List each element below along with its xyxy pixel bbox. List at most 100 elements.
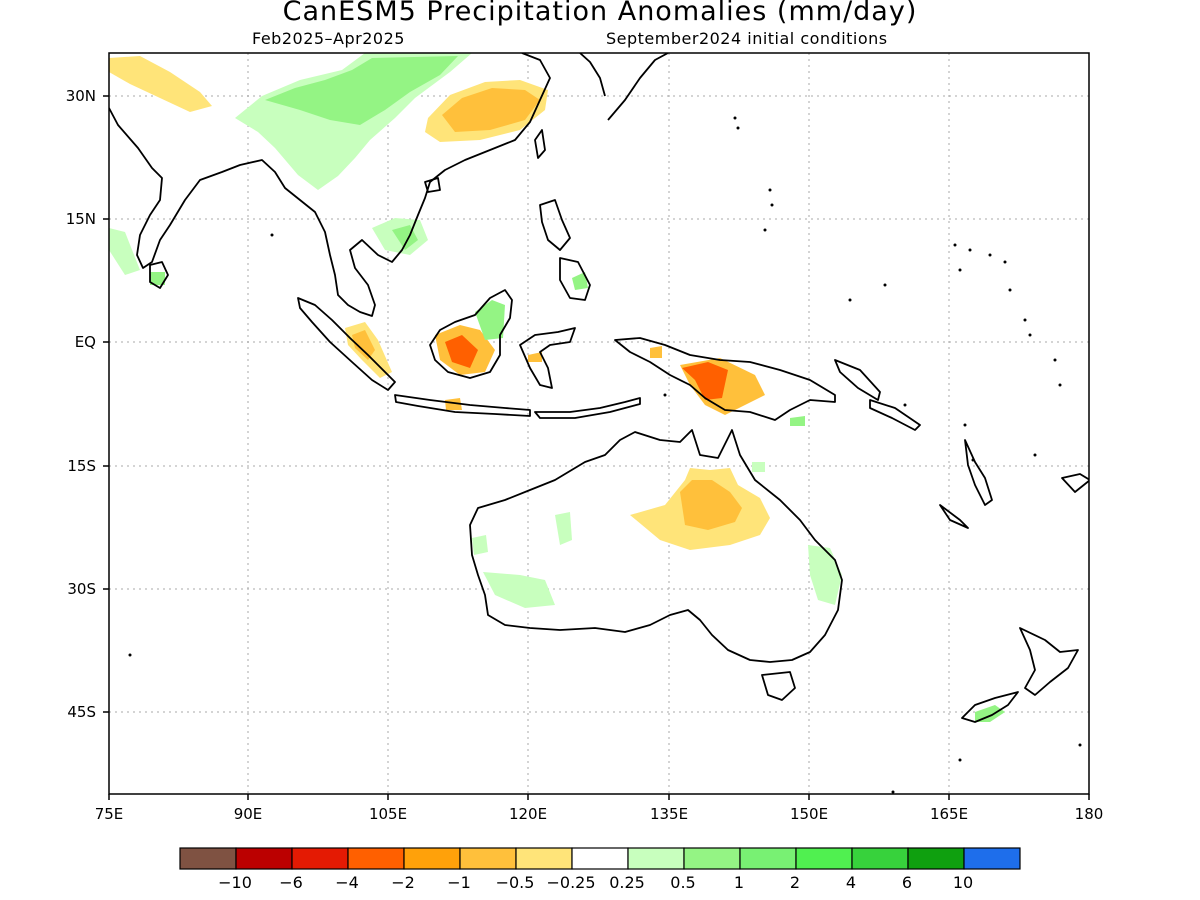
small-islands [128, 116, 1082, 794]
lat-label: 30S [67, 580, 96, 598]
colorbar-label: 6 [901, 873, 913, 892]
lon-label: 120E [509, 805, 547, 823]
anomaly-himalaya-dry [109, 56, 212, 112]
colorbar-label: −2 [391, 873, 415, 892]
lat-tick-labels: 30N 15N EQ 15S 30S 45S [66, 87, 96, 721]
anomaly-south-china-dry-core [442, 88, 540, 132]
colorbar-label: −0.5 [495, 873, 535, 892]
anomaly-pilbara-wet [555, 512, 572, 545]
colorbar-swatch [347, 847, 405, 870]
coast-vanuatu [939, 504, 969, 529]
anomaly-borneo-wet [475, 300, 505, 340]
coast-new-caledonia [964, 439, 993, 506]
colorbar-swatch [627, 847, 685, 870]
lon-ticks [108, 794, 1090, 800]
coast-new-guinea [614, 337, 836, 421]
colorbar-swatch [515, 847, 573, 870]
lon-label: 150E [790, 805, 828, 823]
coast-taiwan [534, 129, 546, 159]
anomaly-philippines-wet [572, 272, 588, 290]
anomaly-sumatra-dry-core [352, 330, 375, 360]
lon-label: 75E [95, 805, 124, 823]
colorbar [179, 847, 1021, 870]
anomaly-png-east-wet [790, 416, 805, 426]
gridlines [109, 53, 1089, 794]
lon-label: 165E [930, 805, 968, 823]
colorbar-swatch [907, 847, 965, 870]
colorbar-swatch [459, 847, 517, 870]
colorbar-swatch [179, 847, 237, 870]
coast-japan [607, 53, 669, 121]
coastlines [109, 53, 1089, 723]
colorbar-swatch [403, 847, 461, 870]
anomaly-coast-wa-wet [472, 535, 488, 555]
colorbar-label: 1 [733, 873, 745, 892]
colorbar-swatch [739, 847, 797, 870]
anomaly-java-dry [445, 398, 462, 410]
forecast-period: Feb2025–Apr2025 [252, 29, 405, 48]
anomaly-west-australia-wet [483, 572, 555, 608]
lat-label: 45S [67, 703, 96, 721]
anomaly-queensland-wet [752, 462, 765, 472]
coast-tasmania [761, 671, 796, 701]
coast-borneo [429, 289, 513, 379]
coast-korea [579, 53, 606, 97]
coast-lesser-sunda [534, 397, 641, 419]
lat-label: 15S [67, 457, 96, 475]
coast-nz-north [1019, 627, 1079, 696]
lat-label: 30N [66, 87, 96, 105]
anomaly-new-zealand-wet [975, 705, 1005, 722]
anomaly-india-coast-wet [109, 228, 140, 275]
lon-label: 180 [1075, 805, 1104, 823]
coast-philippines-luzon [539, 199, 571, 251]
colorbar-label: −1 [447, 873, 471, 892]
colorbar-label: 2 [789, 873, 801, 892]
lon-label: 135E [650, 805, 688, 823]
anomaly-sri-lanka-wet [150, 272, 165, 285]
anomaly-east-australia-wet [808, 545, 842, 605]
anomaly-sulawesi-dry [528, 352, 542, 362]
lat-label: EQ [75, 333, 96, 351]
coast-nz-south [961, 691, 1019, 723]
anomaly-shading [109, 53, 1005, 722]
anomaly-tibet-wet-core [265, 56, 458, 125]
lon-label: 105E [369, 805, 407, 823]
colorbar-label: −6 [279, 873, 303, 892]
lon-tick-labels: 75E 90E 105E 120E 135E 150E 165E 180 [95, 805, 1104, 823]
colorbar-swatch [851, 847, 909, 870]
anomaly-new-guinea-dry-edge [650, 346, 662, 358]
colorbar-label: −4 [335, 873, 359, 892]
coast-asia-mainland [109, 53, 551, 317]
colorbar-label: 0.25 [609, 873, 645, 892]
coast-sri-lanka [149, 261, 169, 289]
anomaly-borneo-dry-core [445, 335, 478, 368]
coast-java [394, 394, 531, 417]
colorbar-swatch [571, 847, 629, 870]
colorbar-swatch [795, 847, 853, 870]
colorbar-swatch [235, 847, 293, 870]
coast-solomons [869, 399, 921, 431]
coast-hainan [424, 177, 441, 193]
colorbar-label: −10 [218, 873, 252, 892]
anomaly-north-australia-dry-core [680, 480, 742, 530]
colorbar-label: 0.5 [670, 873, 696, 892]
colorbar-swatch [683, 847, 741, 870]
coast-sulawesi [519, 327, 576, 389]
initial-conditions: September2024 initial conditions [606, 29, 888, 48]
map-frame [108, 52, 1090, 795]
coast-fiji [1061, 473, 1089, 493]
coast-sumatra [297, 297, 396, 391]
coast-new-britain [834, 359, 881, 401]
map-title: CanESM5 Precipitation Anomalies (mm/day) [282, 0, 918, 27]
coast-australia [469, 429, 843, 663]
lat-label: 15N [66, 210, 96, 228]
colorbar-label: −0.25 [546, 873, 596, 892]
coast-philippines-south [559, 257, 591, 301]
colorbar-label: 10 [952, 873, 974, 892]
lon-label: 90E [234, 805, 263, 823]
colorbar-swatch [963, 847, 1021, 870]
anomaly-new-guinea-dry-core [682, 362, 728, 400]
lat-ticks [103, 95, 109, 713]
colorbar-swatch [291, 847, 349, 870]
